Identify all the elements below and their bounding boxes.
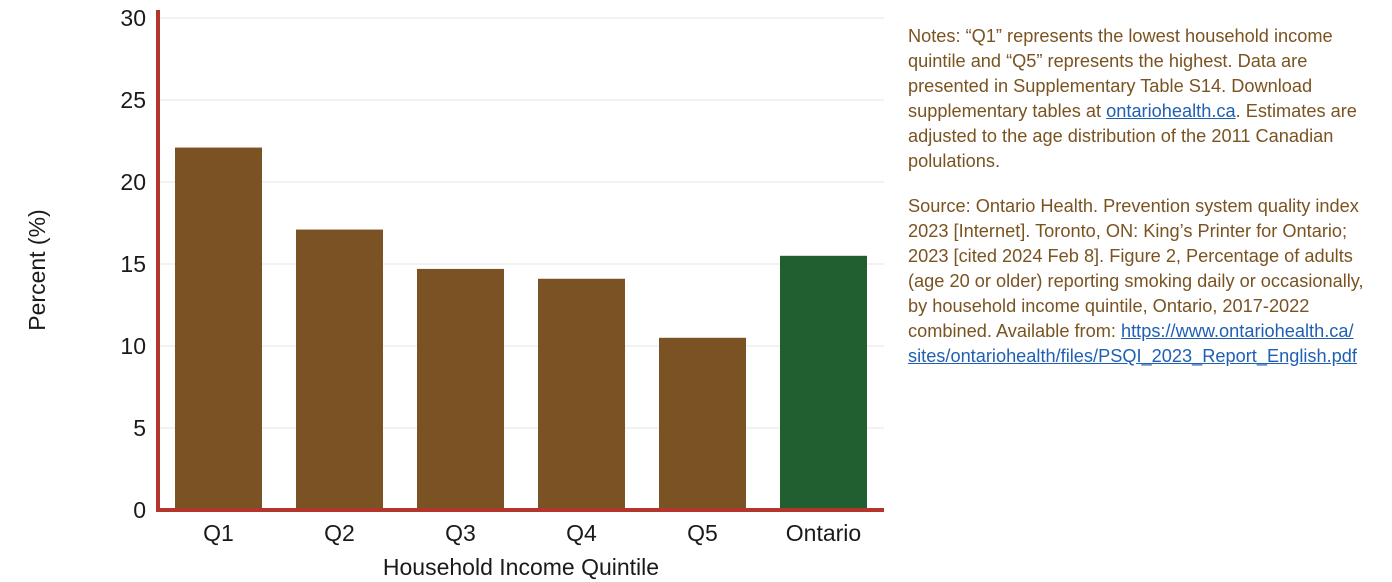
y-tick-label: 0 bbox=[133, 497, 146, 523]
y-tick-label: 25 bbox=[120, 87, 146, 113]
notes-text-2: . Estimates are adjusted to the age dist… bbox=[908, 101, 1357, 171]
bar-q2 bbox=[296, 229, 383, 510]
y-axis-title: Percent (%) bbox=[24, 209, 50, 330]
notes-link[interactable]: ontariohealth.ca bbox=[1106, 101, 1236, 121]
bar-q1 bbox=[175, 147, 262, 510]
source-link[interactable]: https://www.ontariohealth.ca/sites/ontar… bbox=[908, 321, 1357, 366]
bar-ontario bbox=[780, 255, 867, 510]
x-tick-label: Q1 bbox=[203, 520, 234, 546]
x-tick-label: Q5 bbox=[687, 520, 718, 546]
bar-q3 bbox=[417, 268, 504, 510]
source-paragraph: Source: Ontario Health. Prevention syste… bbox=[908, 194, 1384, 369]
notes-panel: Notes: “Q1” represents the lowest househ… bbox=[908, 24, 1384, 389]
y-tick-label: 15 bbox=[120, 251, 146, 277]
bar-chart: 0 5 10 15 20 25 30 Q1 Q2 Q3 Q4 Q5 Ontario Percent (… bbox=[24, 5, 884, 580]
x-axis-title: Household Income Quintile bbox=[383, 554, 659, 580]
y-tick-label: 5 bbox=[133, 415, 146, 441]
notes-text-1: Notes: “Q1” represents the lowest househ… bbox=[908, 26, 1333, 121]
bar-q5 bbox=[659, 337, 746, 510]
y-tick-label: 30 bbox=[120, 5, 146, 31]
source-text: Source: Ontario Health. Prevention syste… bbox=[908, 196, 1364, 341]
y-tick-label: 20 bbox=[120, 169, 146, 195]
gridlines bbox=[158, 17, 884, 429]
y-axis-ticks: 0 5 10 15 20 25 30 bbox=[120, 5, 146, 523]
bar-q4 bbox=[538, 278, 625, 510]
x-tick-label: Q3 bbox=[445, 520, 476, 546]
y-tick-label: 10 bbox=[120, 333, 146, 359]
bars bbox=[175, 147, 867, 510]
x-axis-ticks: Q1 Q2 Q3 Q4 Q5 Ontario bbox=[203, 520, 861, 546]
x-tick-label: Q4 bbox=[566, 520, 597, 546]
x-tick-label: Ontario bbox=[786, 520, 861, 546]
notes-paragraph: Notes: “Q1” represents the lowest househ… bbox=[908, 24, 1384, 174]
x-tick-label: Q2 bbox=[324, 520, 355, 546]
